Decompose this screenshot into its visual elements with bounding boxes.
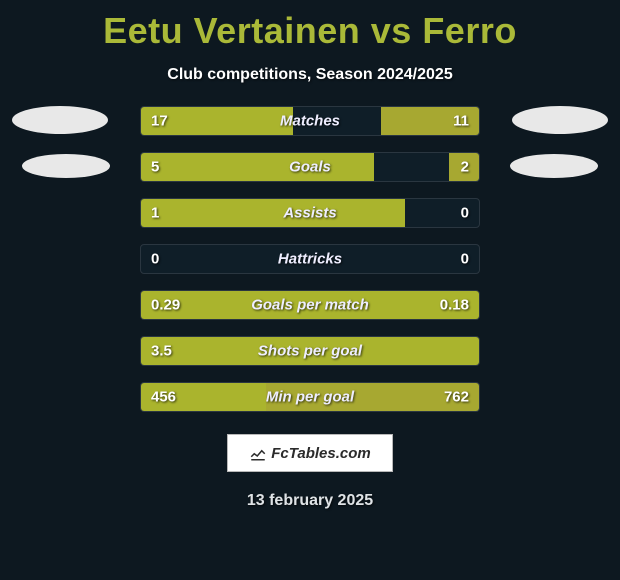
stat-label: Shots per goal — [258, 343, 362, 360]
stats-area: 17 Matches 11 5 Goals 2 1 Assists 0 0 Hattricks 0 0.… — [0, 106, 620, 426]
stat-label: Min per goal — [266, 389, 354, 406]
chart-icon — [249, 444, 267, 462]
stat-row: 3.5 Shots per goal — [140, 336, 480, 366]
stat-value-left: 17 — [151, 113, 168, 130]
player1-name: Eetu Vertainen — [103, 10, 360, 51]
stat-row: 17 Matches 11 — [140, 106, 480, 136]
player1-crest-2 — [22, 154, 110, 178]
stat-value-right: 762 — [444, 389, 469, 406]
date-text: 13 february 2025 — [0, 492, 620, 510]
stat-label: Goals — [289, 159, 331, 176]
branding-text: FcTables.com — [271, 445, 370, 462]
bar-left — [141, 153, 374, 181]
stat-value-left: 5 — [151, 159, 159, 176]
stat-row: 5 Goals 2 — [140, 152, 480, 182]
stat-value-right: 0 — [461, 205, 469, 222]
stat-value-left: 456 — [151, 389, 176, 406]
player1-crest-1 — [12, 106, 108, 134]
branding-badge: FcTables.com — [227, 434, 393, 472]
stat-label: Assists — [283, 205, 336, 222]
stat-label: Hattricks — [278, 251, 342, 268]
stat-value-left: 0.29 — [151, 297, 180, 314]
stat-value-right: 11 — [453, 113, 469, 130]
bar-left — [141, 199, 405, 227]
stat-value-right: 2 — [461, 159, 469, 176]
player2-crest-2 — [510, 154, 598, 178]
comparison-title: Eetu Vertainen vs Ferro — [0, 0, 620, 52]
stat-value-left: 0 — [151, 251, 159, 268]
player2-name: Ferro — [422, 10, 517, 51]
stat-label: Goals per match — [251, 297, 369, 314]
stat-value-right: 0 — [461, 251, 469, 268]
subtitle: Club competitions, Season 2024/2025 — [0, 66, 620, 84]
stat-row: 1 Assists 0 — [140, 198, 480, 228]
stat-row: 456 Min per goal 762 — [140, 382, 480, 412]
stat-label: Matches — [280, 113, 340, 130]
stat-value-left: 3.5 — [151, 343, 172, 360]
vs-text: vs — [371, 10, 412, 51]
player2-crest-1 — [512, 106, 608, 134]
stat-value-left: 1 — [151, 205, 159, 222]
stat-row: 0 Hattricks 0 — [140, 244, 480, 274]
stat-bars: 17 Matches 11 5 Goals 2 1 Assists 0 0 Hattricks 0 0.… — [140, 106, 480, 428]
stat-row: 0.29 Goals per match 0.18 — [140, 290, 480, 320]
stat-value-right: 0.18 — [440, 297, 469, 314]
